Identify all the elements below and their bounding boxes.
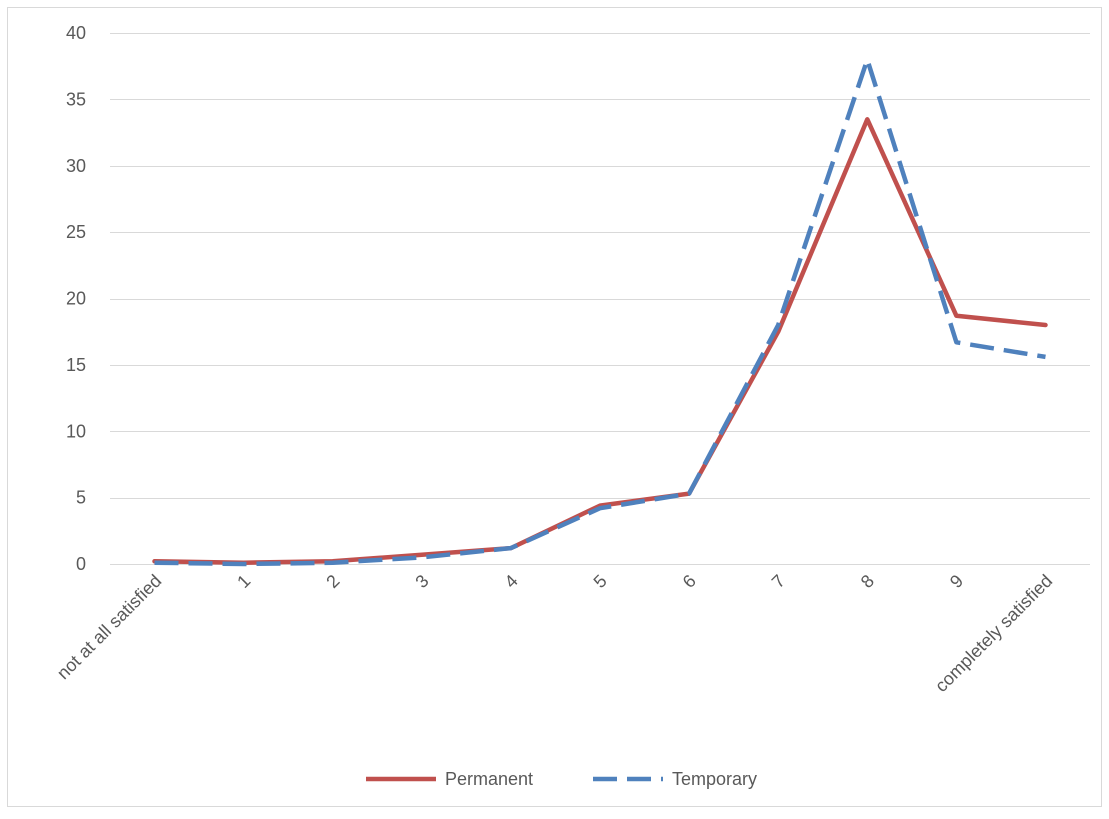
legend-item-permanent: Permanent bbox=[366, 769, 533, 789]
chart-border bbox=[7, 7, 1102, 807]
y-tick-label: 40 bbox=[66, 23, 86, 43]
y-tick-label: 20 bbox=[66, 289, 86, 309]
legend-label: Permanent bbox=[445, 769, 533, 789]
y-tick-label: 5 bbox=[76, 488, 86, 508]
y-tick-label: 15 bbox=[66, 355, 86, 375]
y-tick-label: 35 bbox=[66, 89, 86, 109]
y-tick-label: 10 bbox=[66, 421, 86, 441]
series-line-temporary bbox=[154, 57, 1046, 567]
y-tick-label: 30 bbox=[66, 156, 86, 176]
legend: Permanent Temporary bbox=[366, 769, 757, 789]
series-lines bbox=[152, 57, 1048, 567]
y-tick-label: 0 bbox=[76, 554, 86, 574]
y-tick-label: 25 bbox=[66, 222, 86, 242]
y-axis-ticks: 0 5 10 15 20 25 30 35 40 bbox=[66, 23, 86, 574]
legend-label: Temporary bbox=[672, 769, 757, 789]
legend-item-temporary: Temporary bbox=[593, 769, 757, 789]
